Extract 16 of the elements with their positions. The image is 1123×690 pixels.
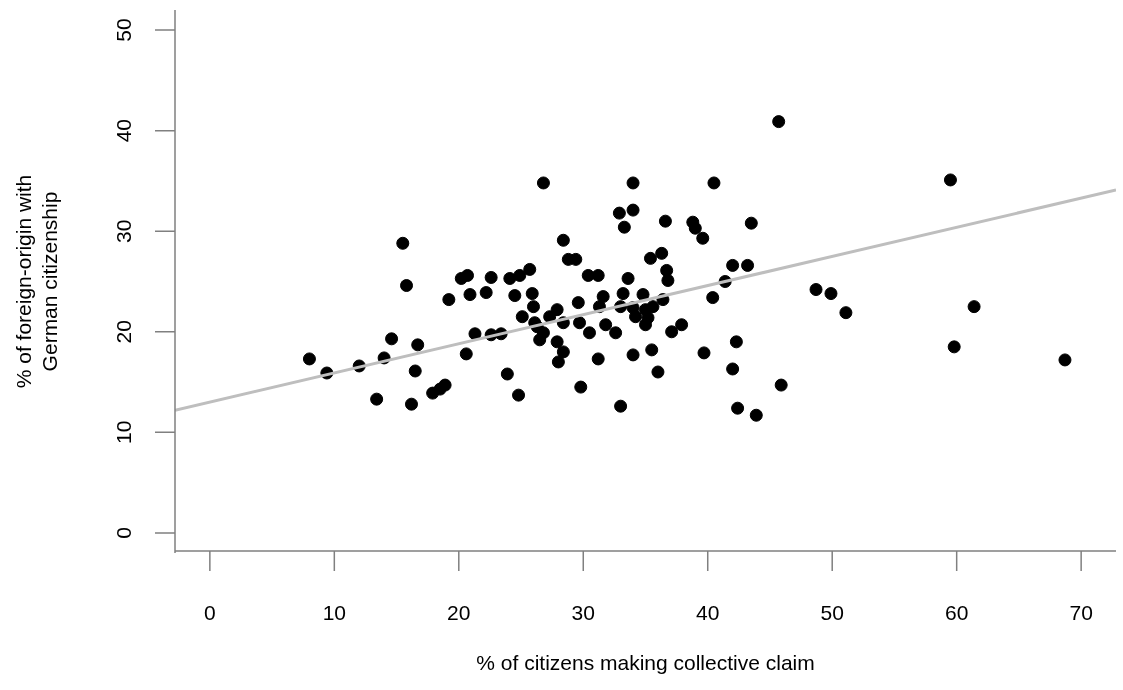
y-tick-label: 30 [111, 219, 135, 243]
y-tick-label: 10 [111, 420, 135, 445]
x-tick-label: 20 [447, 600, 471, 624]
y-tick-label: 40 [111, 118, 135, 143]
x-axis-title: % of citizens making collective claim [476, 650, 815, 674]
x-tick-label: 40 [696, 600, 720, 624]
x-tick-label: 70 [1069, 600, 1093, 624]
x-tick-label: 50 [820, 600, 844, 624]
y-tick-label: 0 [111, 527, 135, 539]
x-tick-label: 10 [322, 600, 346, 624]
x-tick-label: 0 [204, 600, 216, 624]
x-tick-label: 30 [571, 600, 595, 624]
y-axis-title: % of foreign-origin with German citizenship [11, 174, 61, 389]
y-tick-label: 20 [111, 320, 135, 344]
x-tick-label: 60 [945, 600, 969, 624]
y-tick-label: 50 [111, 18, 135, 42]
